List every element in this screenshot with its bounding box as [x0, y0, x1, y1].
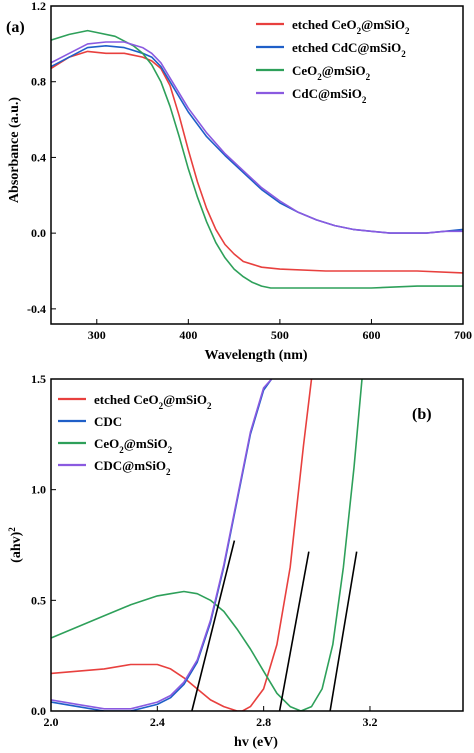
- legend-label: CeO2@mSiO2: [94, 436, 173, 455]
- x-tick-label: 2.8: [256, 715, 271, 729]
- y-tick-label: 1.5: [31, 372, 46, 386]
- panel-a-legend: etched CeO2@mSiO2 etched CdC@mSiO2 CeO2@mS…: [256, 17, 410, 105]
- y-tick-label: 0.0: [31, 704, 46, 718]
- legend-label: CeO2@mSiO2: [292, 63, 371, 82]
- panel-a-label: (a): [6, 19, 25, 36]
- panel-b: 2.0 2.4 2.8 3.2 0.0 0.5 1.0 1.5 etched CeO2@mSi…: [7, 372, 464, 750]
- panel-a-y-axis-label: Absorbance (a.u.): [7, 97, 22, 204]
- y-tick-label: 0.4: [31, 150, 46, 164]
- panel-b-y-axis-label: (ahv)2: [7, 527, 24, 563]
- y-tick-label: 0.8: [31, 75, 46, 89]
- panel-b-x-axis-label: hv (eV): [234, 735, 278, 750]
- tangent-line: [191, 540, 236, 712]
- legend-label: etched CeO2@mSiO2: [94, 392, 212, 411]
- y-tick-label: 1.0: [31, 483, 46, 497]
- legend-label: etched CeO2@mSiO2: [292, 17, 410, 36]
- x-tick-label: 2.4: [150, 715, 165, 729]
- panel-b-plot-lines: [51, 379, 363, 712]
- panel-a-ticks: 300 400 500 600 700 -0.4 0.0 0.4 0.8 1.2: [27, 0, 472, 342]
- x-tick-label: 2.0: [44, 715, 59, 729]
- x-tick-label: 3.2: [362, 715, 377, 729]
- series-line: [51, 379, 363, 711]
- series-line: [51, 50, 463, 274]
- series-line: [51, 379, 273, 710]
- panel-b-frame: [50, 378, 464, 712]
- tangent-line: [278, 551, 310, 712]
- series-line: [51, 41, 463, 234]
- legend-label: etched CdC@mSiO2: [292, 40, 406, 59]
- legend-label: CdC@mSiO2: [292, 86, 367, 105]
- series-line: [51, 379, 273, 711]
- y-tick-label: 1.2: [31, 0, 46, 13]
- panel-a: (a) Absorbance (a.u.) Wavelength (nm) 30…: [6, 0, 472, 363]
- x-tick-label: 700: [454, 328, 472, 342]
- panel-a-x-axis-label: Wavelength (nm): [204, 348, 307, 363]
- legend-label: CDC: [94, 414, 122, 429]
- y-tick-label: 0.0: [31, 226, 46, 240]
- y-tick-label: 0.5: [31, 593, 46, 607]
- y-tick-label: -0.4: [27, 302, 46, 316]
- panel-a-frame: [50, 5, 464, 325]
- series-line: [51, 379, 313, 711]
- series-line: [51, 29, 463, 289]
- panel-b-label: (b): [412, 406, 432, 423]
- panel-b-legend: etched CeO2@mSiO2 CDC CeO2@mSiO2 CDC@mSiO2: [58, 392, 212, 477]
- series-line: [51, 45, 463, 234]
- x-tick-label: 500: [271, 328, 289, 342]
- x-tick-label: 600: [362, 328, 380, 342]
- panel-b-ticks: 2.0 2.4 2.8 3.2 0.0 0.5 1.0 1.5: [31, 372, 377, 729]
- x-tick-label: 300: [88, 328, 106, 342]
- legend-label: CDC@mSiO2: [94, 458, 171, 477]
- tangent-line: [329, 551, 358, 712]
- panel-a-plot-lines: [51, 29, 463, 289]
- x-tick-label: 400: [179, 328, 197, 342]
